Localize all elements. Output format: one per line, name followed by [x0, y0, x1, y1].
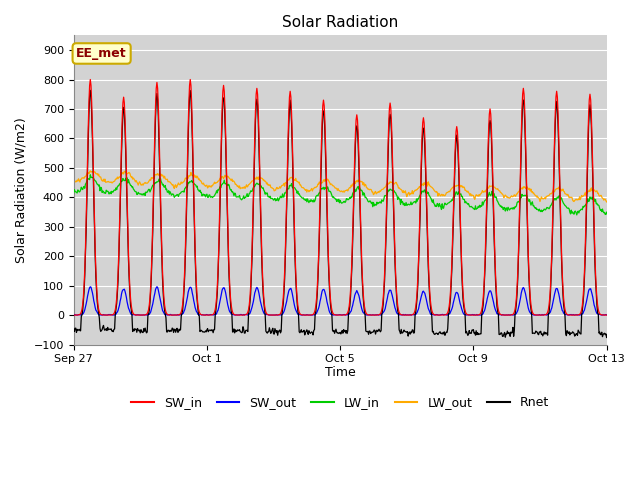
- SW_out: [70, 312, 77, 318]
- LW_out: [86, 168, 94, 174]
- Rnet: [135, 328, 143, 334]
- SW_in: [503, 312, 511, 318]
- LW_out: [503, 194, 511, 200]
- LW_in: [147, 188, 154, 193]
- LW_in: [412, 199, 419, 204]
- LW_in: [70, 191, 77, 196]
- Line: Rnet: Rnet: [74, 90, 639, 337]
- SW_out: [185, 287, 193, 293]
- LW_out: [70, 180, 77, 186]
- Line: LW_in: LW_in: [74, 175, 639, 216]
- LW_in: [86, 172, 94, 178]
- Rnet: [503, 331, 511, 337]
- SW_out: [364, 312, 371, 318]
- SW_out: [412, 312, 419, 318]
- SW_in: [364, 312, 371, 317]
- Rnet: [147, 288, 154, 294]
- LW_out: [636, 198, 640, 204]
- Rnet: [636, 331, 640, 336]
- LW_in: [634, 213, 640, 218]
- Text: EE_met: EE_met: [76, 47, 127, 60]
- LW_out: [135, 180, 143, 186]
- LW_out: [147, 178, 154, 183]
- LW_out: [364, 185, 371, 191]
- LW_in: [135, 191, 143, 196]
- LW_in: [636, 212, 640, 218]
- Rnet: [412, 312, 419, 318]
- Line: SW_out: SW_out: [74, 287, 639, 315]
- SW_out: [636, 312, 640, 318]
- LW_in: [364, 196, 371, 202]
- Y-axis label: Solar Radiation (W/m2): Solar Radiation (W/m2): [15, 117, 28, 263]
- SW_in: [412, 307, 419, 313]
- SW_in: [135, 312, 143, 318]
- Rnet: [70, 325, 77, 331]
- SW_in: [70, 312, 77, 318]
- SW_in: [86, 77, 94, 83]
- Rnet: [364, 329, 371, 335]
- SW_out: [134, 312, 142, 318]
- LW_out: [634, 200, 640, 205]
- SW_out: [503, 312, 511, 318]
- SW_in: [147, 284, 154, 289]
- SW_in: [636, 312, 640, 318]
- Rnet: [185, 109, 193, 115]
- LW_in: [503, 205, 511, 211]
- LW_in: [185, 180, 193, 186]
- LW_out: [185, 173, 193, 179]
- LW_out: [412, 187, 419, 193]
- Legend: SW_in, SW_out, LW_in, LW_out, Rnet: SW_in, SW_out, LW_in, LW_out, Rnet: [126, 391, 554, 414]
- Line: LW_out: LW_out: [74, 171, 639, 203]
- SW_out: [153, 284, 161, 289]
- X-axis label: Time: Time: [324, 366, 355, 379]
- Rnet: [603, 335, 611, 340]
- SW_in: [185, 100, 193, 106]
- Title: Solar Radiation: Solar Radiation: [282, 15, 398, 30]
- Rnet: [86, 87, 94, 93]
- Line: SW_in: SW_in: [74, 80, 639, 315]
- SW_out: [146, 310, 154, 316]
